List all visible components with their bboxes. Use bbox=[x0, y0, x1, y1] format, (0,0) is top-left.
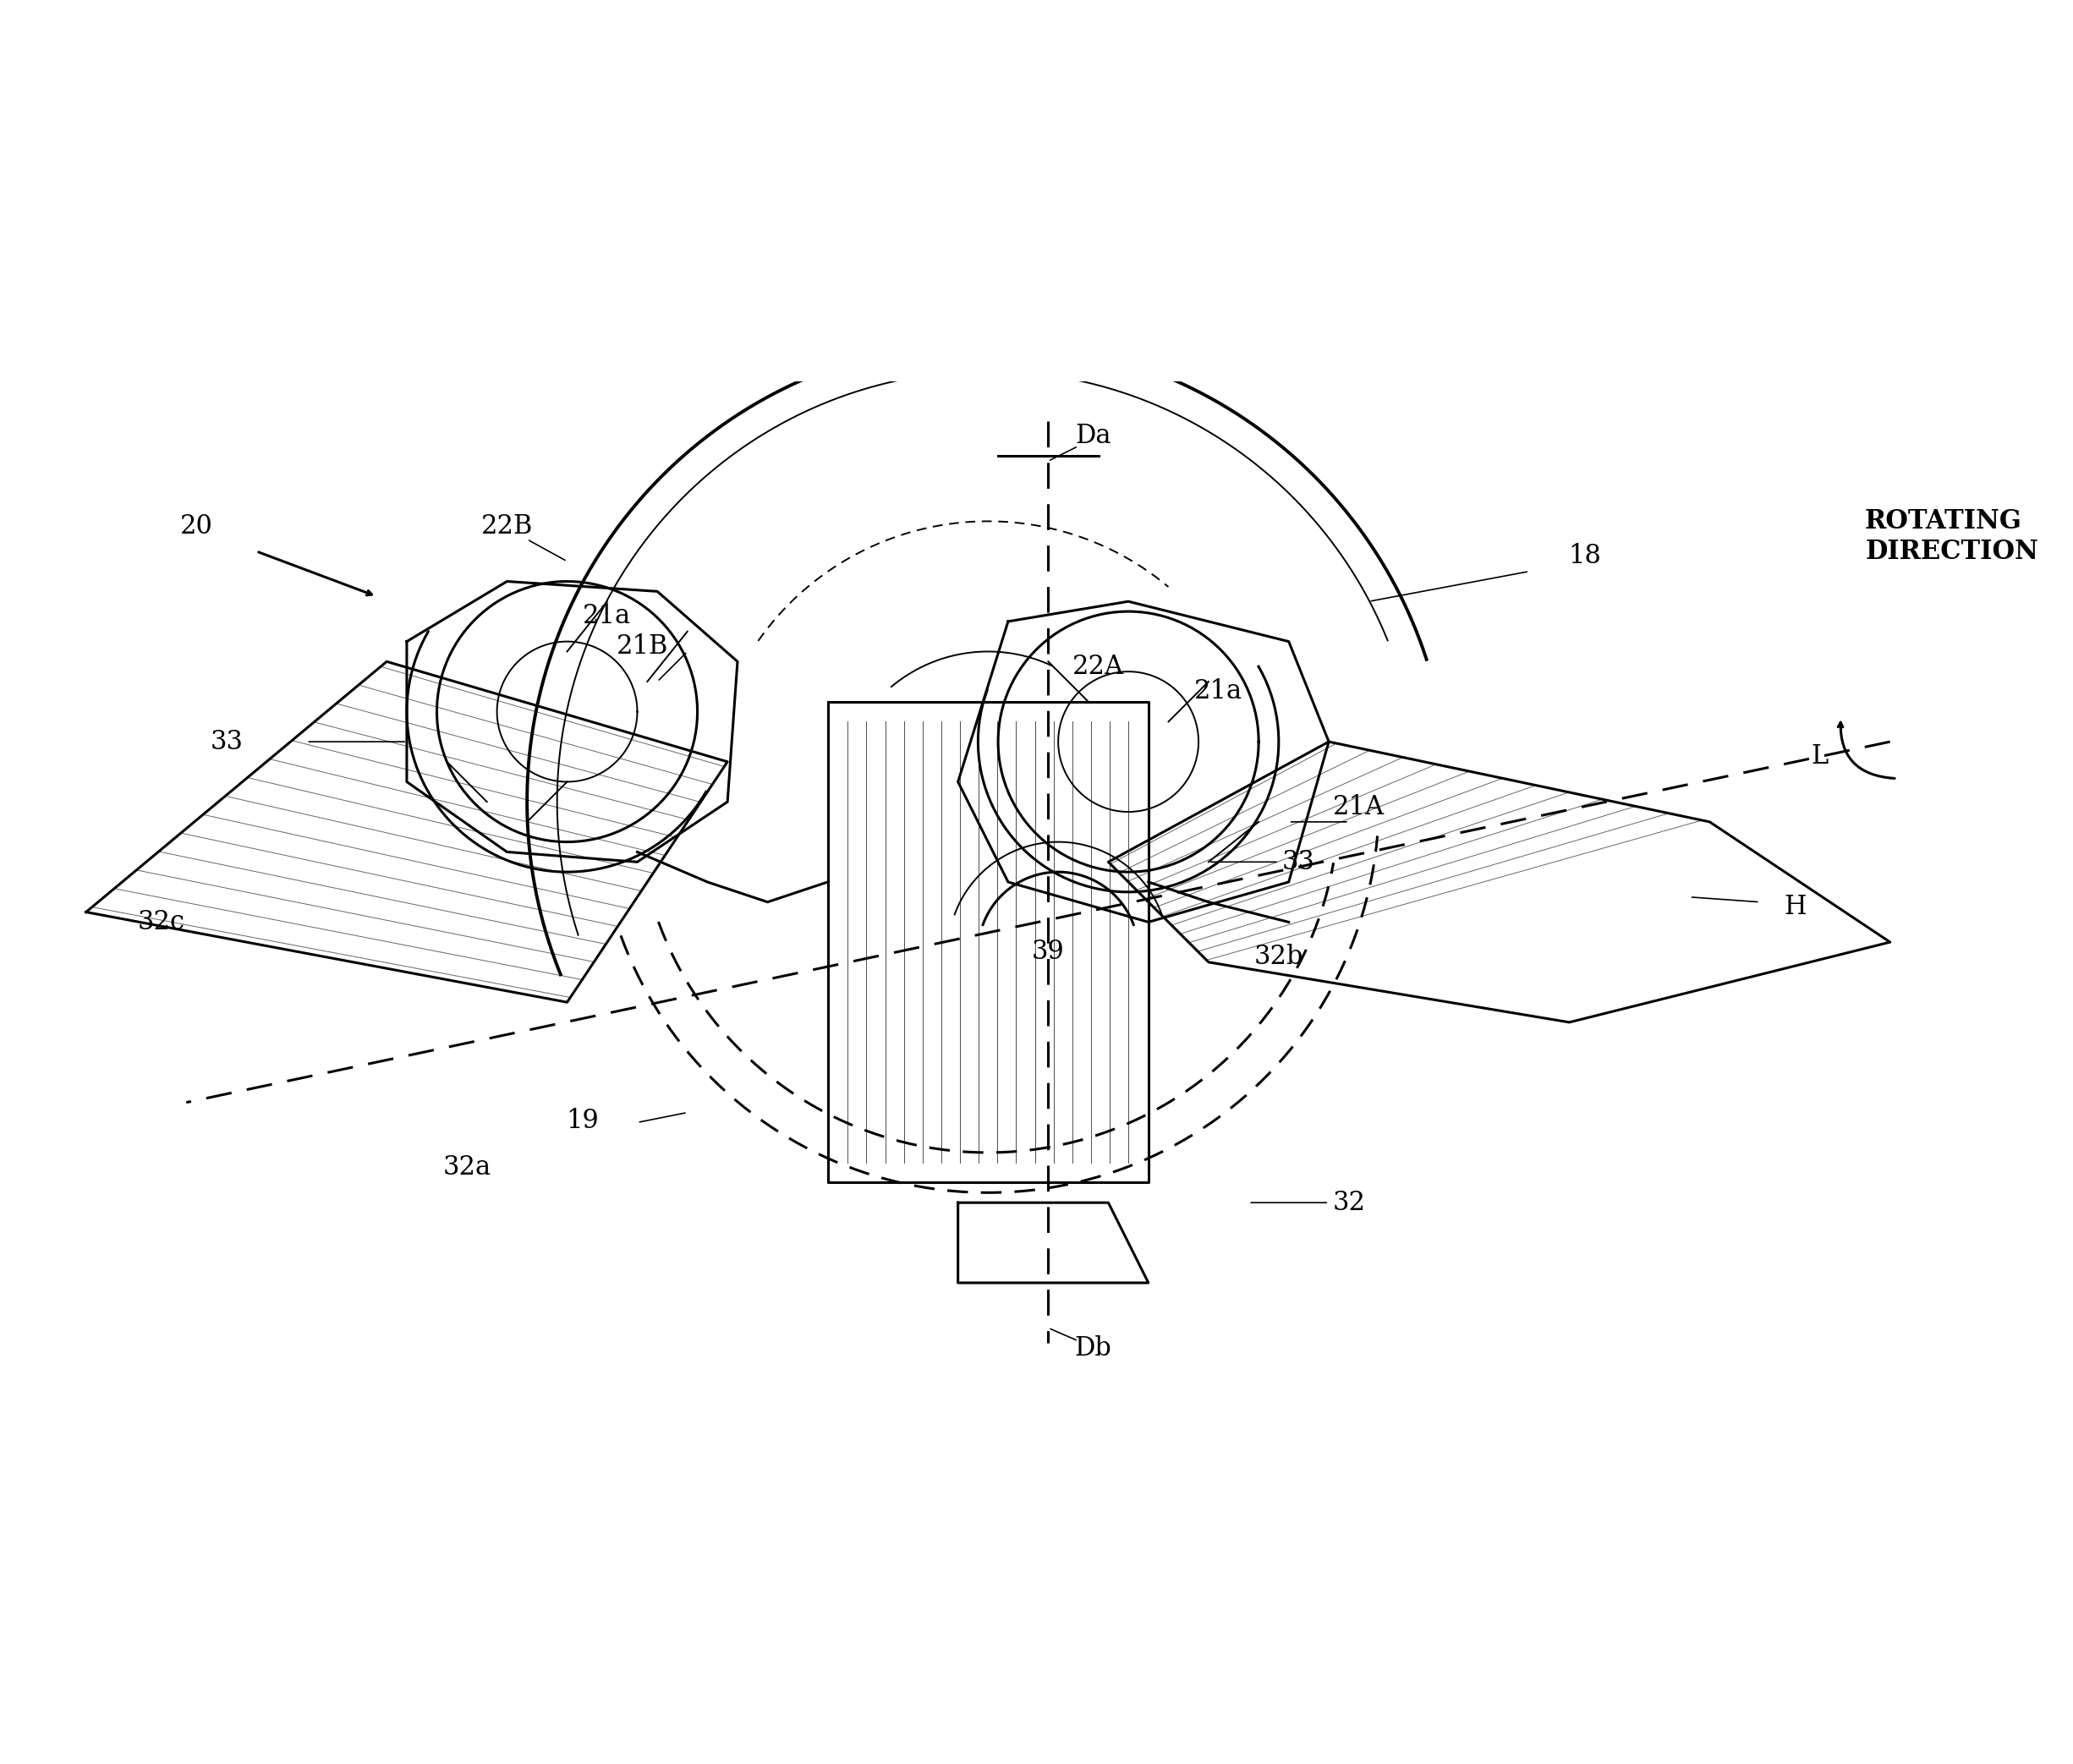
Text: 22A: 22A bbox=[1072, 653, 1124, 679]
Text: 33: 33 bbox=[209, 729, 243, 755]
Text: 33: 33 bbox=[1283, 848, 1314, 875]
Text: L: L bbox=[1812, 744, 1828, 769]
Text: 21a: 21a bbox=[1194, 679, 1242, 704]
Text: 21B: 21B bbox=[616, 633, 668, 660]
Text: 18: 18 bbox=[1567, 543, 1600, 570]
Text: Da: Da bbox=[1076, 423, 1111, 450]
Text: 21A: 21A bbox=[1333, 794, 1385, 820]
Text: 32: 32 bbox=[1333, 1189, 1366, 1215]
Text: 21a: 21a bbox=[583, 603, 632, 630]
Text: ROTATING
DIRECTION: ROTATING DIRECTION bbox=[1866, 508, 2038, 564]
Text: 39: 39 bbox=[1032, 938, 1066, 965]
Text: 32c: 32c bbox=[137, 908, 184, 935]
Text: 32a: 32a bbox=[444, 1154, 491, 1180]
Text: 32b: 32b bbox=[1254, 944, 1304, 970]
Text: 22B: 22B bbox=[481, 513, 533, 540]
Text: Db: Db bbox=[1074, 1335, 1111, 1362]
Text: H: H bbox=[1783, 894, 1806, 921]
Text: 19: 19 bbox=[566, 1108, 599, 1134]
Text: 20: 20 bbox=[180, 513, 214, 540]
